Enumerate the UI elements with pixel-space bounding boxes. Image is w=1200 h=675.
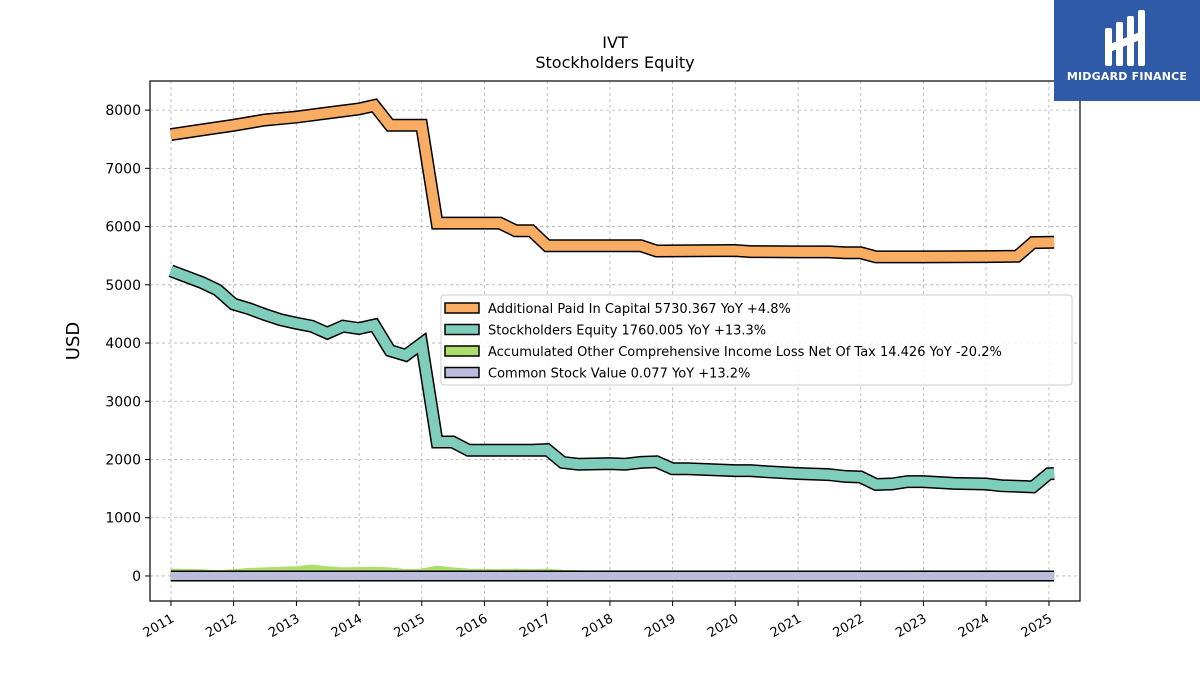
x-tick-label: 2014	[329, 611, 365, 641]
legend: Additional Paid In Capital 5730.367 YoY …	[440, 294, 1073, 386]
chart-subtitle: Stockholders Equity	[535, 53, 694, 72]
x-tick-label: 2019	[642, 611, 678, 641]
legend-label: Stockholders Equity 1760.005 YoY +13.3%	[488, 324, 766, 339]
x-tick-label: 2022	[831, 611, 867, 641]
y-tick-label: 1000	[105, 511, 141, 527]
legend-swatch	[444, 302, 480, 314]
x-tick-label: 2021	[768, 611, 804, 641]
y-tick-label: 4000	[105, 336, 141, 352]
midgard-logo-icon	[1105, 10, 1145, 66]
x-tick-label: 2015	[392, 611, 428, 641]
y-tick-label: 7000	[105, 161, 141, 177]
legend-box	[440, 294, 1073, 386]
x-tick-label: 2018	[580, 611, 616, 641]
legend-label: Accumulated Other Comprehensive Income L…	[488, 345, 1002, 360]
logo-text: MIDGARD FINANCE	[1066, 70, 1188, 83]
x-axis: 2011 2012 2013 2014 2015 2016 2017 2018 2019 2020…	[141, 601, 1055, 641]
y-tick-label: 0	[132, 569, 141, 585]
x-tick-label: 2012	[203, 611, 239, 641]
x-tick-label: 2013	[266, 611, 302, 641]
y-tick-label: 5000	[105, 278, 141, 294]
legend-swatch	[444, 345, 480, 357]
series-layer	[168, 98, 1055, 582]
y-tick-label: 6000	[105, 220, 141, 236]
x-tick-label: 2011	[141, 611, 177, 641]
y-tick-label: 3000	[105, 394, 141, 410]
y-axis-label: USD	[63, 322, 84, 360]
legend-swatch	[444, 366, 480, 379]
chart-title: IVT	[602, 33, 628, 52]
x-tick-label: 2025	[1019, 611, 1055, 641]
legend-label: Additional Paid In Capital 5730.367 YoY …	[488, 302, 791, 317]
y-tick-label: 2000	[105, 452, 141, 468]
x-tick-label: 2017	[517, 611, 553, 641]
x-tick-label: 2016	[454, 611, 490, 641]
legend-swatch	[444, 323, 480, 336]
series-apic-outline	[169, 98, 1055, 264]
plot-frame	[149, 80, 1081, 602]
series-se-line	[169, 266, 1055, 492]
x-tick-label: 2024	[956, 611, 992, 641]
logo: MIDGARD FINANCE	[1054, 0, 1200, 101]
legend-label: Common Stock Value 0.077 YoY +13.2%	[488, 367, 750, 382]
x-tick-label: 2020	[705, 611, 741, 641]
series-apic-line	[170, 99, 1055, 262]
y-tick-label: 8000	[105, 103, 141, 119]
y-axis: 0 1000 2000 3000 4000 5000 6000 7000 8000	[105, 103, 150, 585]
x-tick-label: 2023	[893, 611, 929, 641]
